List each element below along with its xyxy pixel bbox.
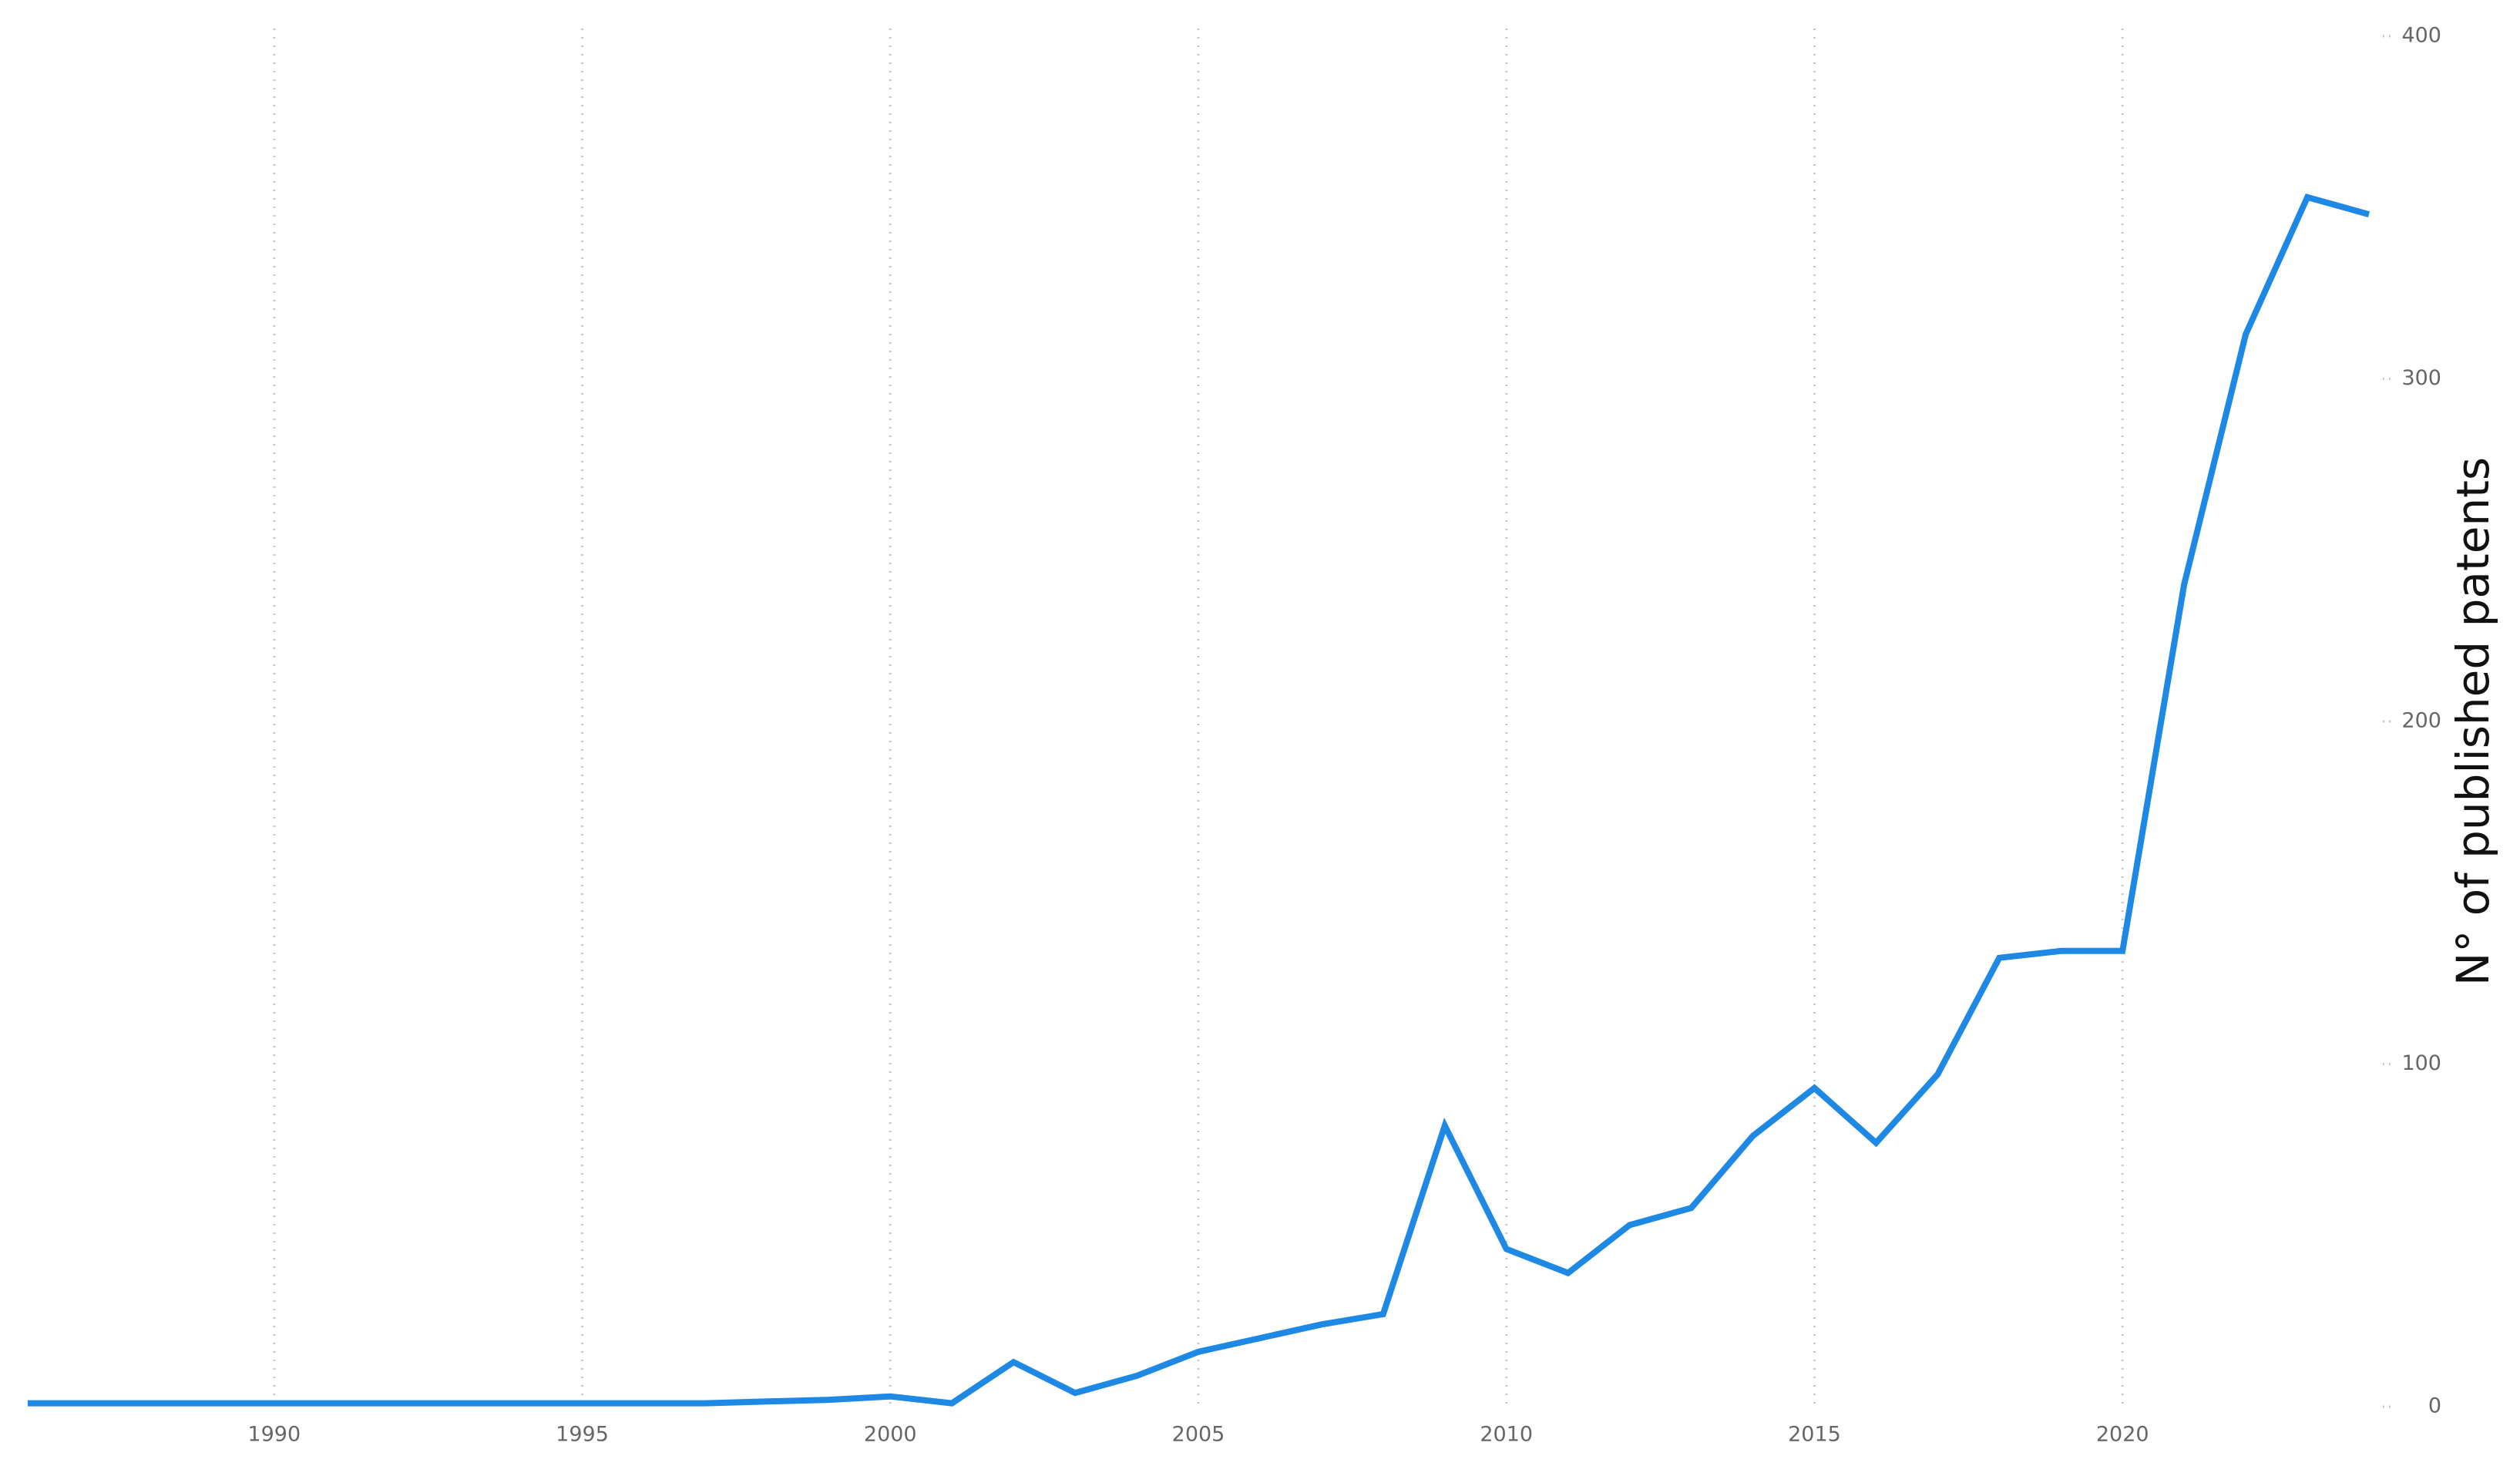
y-axis-title: N° of published patents — [2447, 457, 2499, 986]
x-axis-tick-labels: 1990 1995 2000 2005 2010 2015 2020 — [247, 1423, 2149, 1447]
y-axis-ticks — [2383, 35, 2392, 1408]
x-tick-label: 1995 — [556, 1423, 609, 1447]
x-tick-label: 2005 — [1172, 1423, 1225, 1447]
series-layer — [28, 193, 2370, 1407]
y-tick-label: 200 — [2401, 709, 2441, 733]
x-tick-label: 1990 — [247, 1423, 301, 1447]
y-tick-label: 0 — [2428, 1394, 2441, 1418]
x-tick-label: 2015 — [1788, 1423, 1841, 1447]
y-tick-label: 300 — [2401, 366, 2441, 390]
x-gridlines — [273, 29, 2124, 1407]
series-line — [28, 193, 2370, 1407]
x-tick-label: 2020 — [2096, 1423, 2149, 1447]
y-tick-label: 400 — [2401, 24, 2441, 48]
x-tick-label: 2000 — [864, 1423, 917, 1447]
y-axis-tick-labels: 0 100 200 300 400 — [2401, 24, 2441, 1418]
y-tick-label: 100 — [2401, 1051, 2441, 1075]
x-tick-label: 2010 — [1480, 1423, 1533, 1447]
